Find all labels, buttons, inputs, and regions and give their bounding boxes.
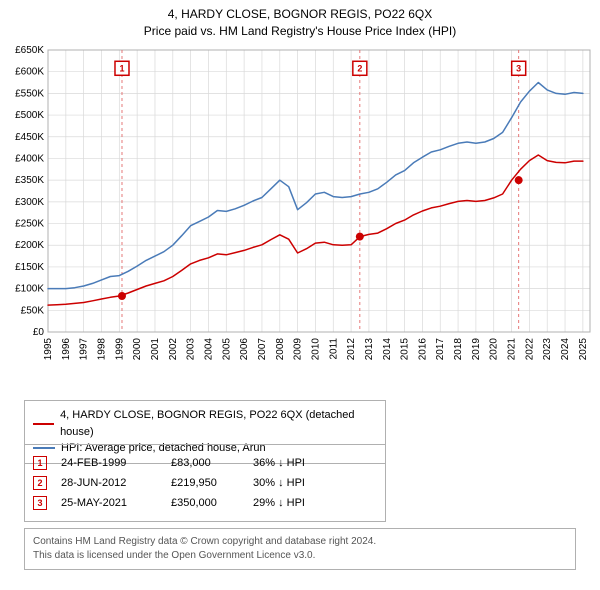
sales-table: 1 24-FEB-1999 £83,000 36% ↓ HPI 2 28-JUN… bbox=[24, 444, 386, 522]
svg-text:£650K: £650K bbox=[15, 45, 44, 56]
sale-date: 25-MAY-2021 bbox=[61, 497, 171, 509]
svg-text:2018: 2018 bbox=[453, 338, 464, 361]
svg-text:1997: 1997 bbox=[79, 338, 90, 361]
svg-text:£300K: £300K bbox=[15, 197, 44, 208]
svg-text:1: 1 bbox=[119, 63, 124, 73]
svg-text:£150K: £150K bbox=[15, 262, 44, 273]
svg-text:£0: £0 bbox=[33, 327, 45, 338]
sale-hpi: 29% ↓ HPI bbox=[253, 497, 305, 509]
svg-text:2004: 2004 bbox=[203, 338, 214, 361]
svg-text:£350K: £350K bbox=[15, 175, 44, 186]
svg-text:2025: 2025 bbox=[578, 338, 589, 361]
svg-text:£550K: £550K bbox=[15, 88, 44, 99]
sale-row: 1 24-FEB-1999 £83,000 36% ↓ HPI bbox=[33, 453, 377, 473]
svg-text:2024: 2024 bbox=[560, 338, 571, 361]
svg-text:2002: 2002 bbox=[168, 338, 179, 361]
svg-text:2014: 2014 bbox=[382, 338, 393, 361]
svg-text:2009: 2009 bbox=[293, 338, 304, 361]
legend-item: 4, HARDY CLOSE, BOGNOR REGIS, PO22 6QX (… bbox=[33, 407, 377, 440]
svg-text:2021: 2021 bbox=[507, 338, 518, 361]
svg-text:2006: 2006 bbox=[239, 338, 250, 361]
svg-text:2008: 2008 bbox=[275, 338, 286, 361]
svg-text:2020: 2020 bbox=[489, 338, 500, 361]
sale-hpi: 36% ↓ HPI bbox=[253, 457, 305, 469]
legend-swatch bbox=[33, 423, 54, 425]
svg-text:2017: 2017 bbox=[435, 338, 446, 361]
sale-price: £83,000 bbox=[171, 457, 253, 469]
chart-title-block: 4, HARDY CLOSE, BOGNOR REGIS, PO22 6QX P… bbox=[0, 0, 600, 40]
sale-marker-icon: 1 bbox=[33, 456, 47, 470]
svg-text:1995: 1995 bbox=[43, 338, 54, 361]
svg-text:2013: 2013 bbox=[364, 338, 375, 361]
svg-text:2005: 2005 bbox=[221, 338, 232, 361]
svg-text:2023: 2023 bbox=[542, 338, 553, 361]
svg-text:£250K: £250K bbox=[15, 219, 44, 230]
svg-text:2011: 2011 bbox=[328, 338, 339, 360]
svg-text:2019: 2019 bbox=[471, 338, 482, 361]
svg-text:2003: 2003 bbox=[186, 338, 197, 361]
svg-text:2000: 2000 bbox=[132, 338, 143, 361]
svg-text:£100K: £100K bbox=[15, 284, 44, 295]
sale-row: 2 28-JUN-2012 £219,950 30% ↓ HPI bbox=[33, 473, 377, 493]
sale-date: 24-FEB-1999 bbox=[61, 457, 171, 469]
sale-hpi: 30% ↓ HPI bbox=[253, 477, 305, 489]
svg-text:1998: 1998 bbox=[96, 338, 107, 361]
svg-text:2016: 2016 bbox=[417, 338, 428, 361]
svg-text:2022: 2022 bbox=[524, 338, 535, 361]
svg-text:1996: 1996 bbox=[61, 338, 72, 361]
svg-text:2012: 2012 bbox=[346, 338, 357, 361]
svg-text:2015: 2015 bbox=[400, 338, 411, 361]
attribution: Contains HM Land Registry data © Crown c… bbox=[24, 528, 576, 570]
svg-text:£500K: £500K bbox=[15, 110, 44, 121]
sale-price: £219,950 bbox=[171, 477, 253, 489]
svg-text:£450K: £450K bbox=[15, 132, 44, 143]
sale-date: 28-JUN-2012 bbox=[61, 477, 171, 489]
chart-title-line2: Price paid vs. HM Land Registry's House … bbox=[0, 23, 600, 40]
svg-text:2007: 2007 bbox=[257, 338, 268, 361]
sale-marker-icon: 2 bbox=[33, 476, 47, 490]
svg-text:3: 3 bbox=[516, 63, 521, 73]
sale-price: £350,000 bbox=[171, 497, 253, 509]
svg-text:2010: 2010 bbox=[310, 338, 321, 361]
svg-text:1999: 1999 bbox=[114, 338, 125, 361]
svg-text:£200K: £200K bbox=[15, 240, 44, 251]
sale-row: 3 25-MAY-2021 £350,000 29% ↓ HPI bbox=[33, 493, 377, 513]
sale-marker-icon: 3 bbox=[33, 496, 47, 510]
attribution-line2: This data is licensed under the Open Gov… bbox=[33, 549, 567, 563]
svg-text:£600K: £600K bbox=[15, 67, 44, 78]
svg-text:£50K: £50K bbox=[21, 305, 45, 316]
svg-text:2001: 2001 bbox=[150, 338, 161, 361]
chart-title-line1: 4, HARDY CLOSE, BOGNOR REGIS, PO22 6QX bbox=[0, 6, 600, 23]
svg-text:£400K: £400K bbox=[15, 153, 44, 164]
attribution-line1: Contains HM Land Registry data © Crown c… bbox=[33, 535, 567, 549]
line-chart: £0 £50K £100K £150K £200K £250K £300K £350K £400… bbox=[0, 42, 600, 382]
svg-text:2: 2 bbox=[357, 63, 362, 73]
legend-label: 4, HARDY CLOSE, BOGNOR REGIS, PO22 6QX (… bbox=[60, 407, 377, 440]
